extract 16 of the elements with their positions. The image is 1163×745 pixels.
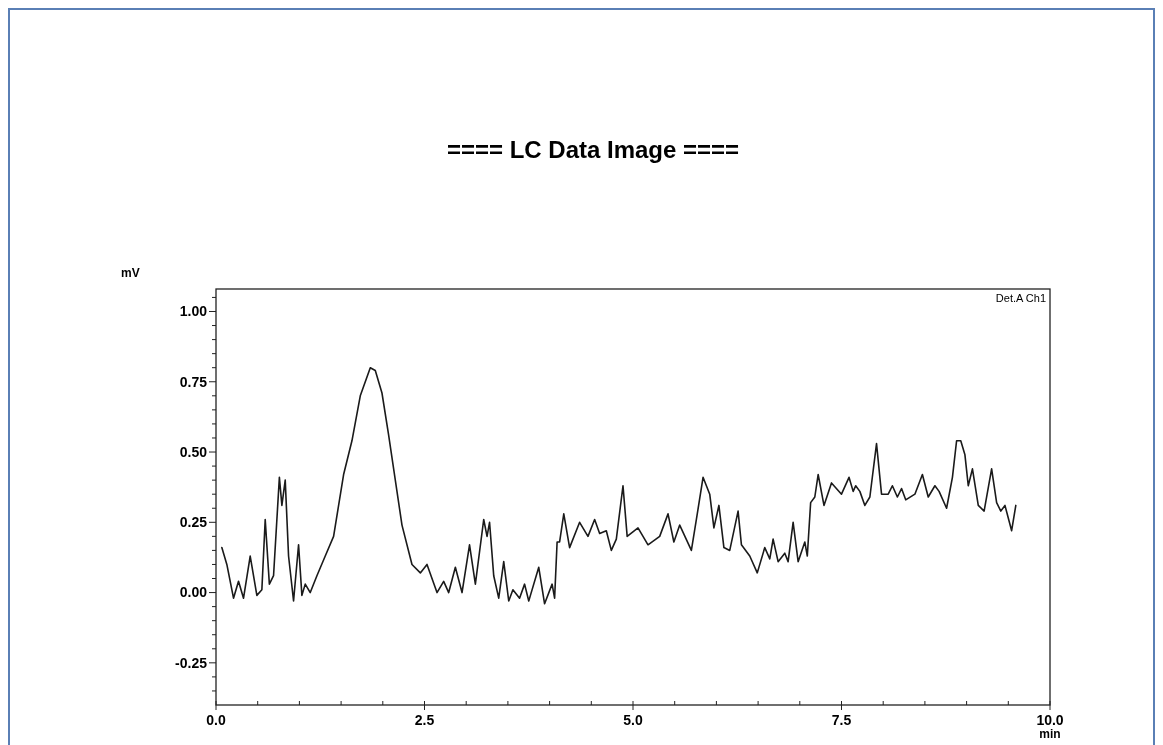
x-tick-label: 2.5 — [414, 712, 435, 728]
y-tick-label: 0.50 — [179, 443, 208, 460]
x-axis-title: min — [1039, 727, 1061, 741]
y-axis-title: mV — [121, 266, 140, 280]
y-tick-label: 1.00 — [179, 303, 208, 320]
y-tick-label: 0.00 — [179, 584, 208, 601]
annotation: Det.A Ch1 — [995, 292, 1046, 304]
x-tick-label: 5.0 — [623, 712, 643, 728]
line-series — [221, 366, 1017, 605]
chart-title: ==== LC Data Image ==== — [446, 136, 740, 163]
x-tick-label: 10.0 — [1036, 712, 1064, 728]
y-tick-label: 0.25 — [179, 514, 208, 531]
x-tick-label: 0.0 — [206, 712, 226, 728]
y-tick-label: -0.25 — [175, 654, 208, 671]
x-tick-label: 7.5 — [831, 712, 852, 728]
y-tick-label: 0.75 — [179, 373, 208, 390]
